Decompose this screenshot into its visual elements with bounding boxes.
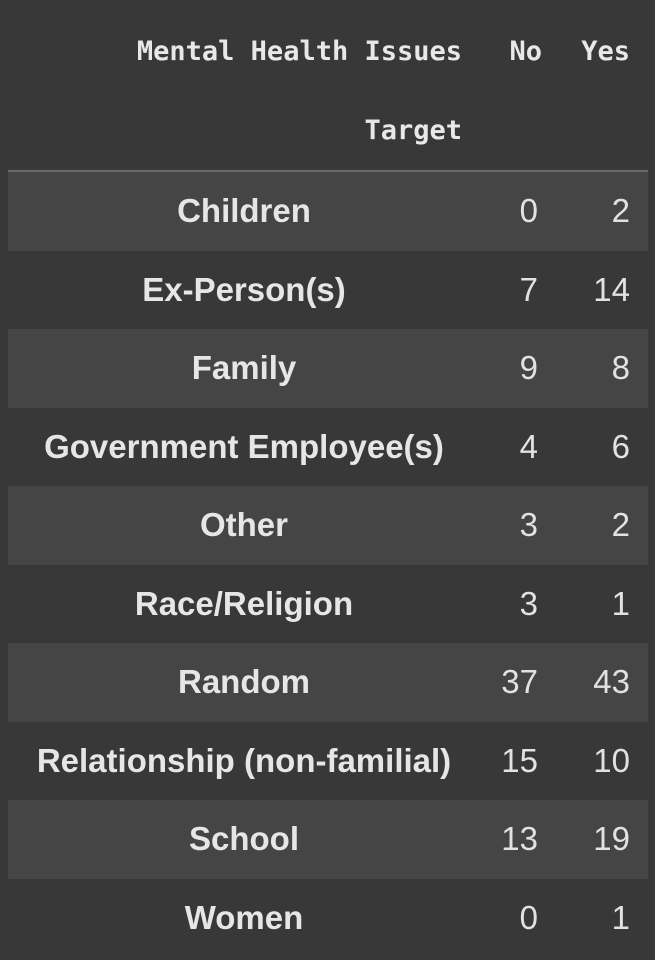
crosstab-table: Mental Health Issues No Yes Target Child… [8, 12, 648, 957]
cell-no-count: 4 [519, 427, 538, 465]
row-label: Relationship (non-familial) [36, 741, 452, 779]
row-label: Race/Religion [134, 584, 354, 622]
cell-yes-count: 8 [611, 349, 630, 386]
cell-yes-count: 1 [611, 898, 630, 936]
cell-yes-count: 14 [593, 270, 630, 308]
row-label: Government Employee(s) [44, 427, 444, 465]
column-header-yes: Yes [581, 36, 630, 67]
column-index-name: Mental Health Issues [136, 36, 462, 67]
cell-yes-count: 19 [593, 820, 630, 857]
cell-yes-count: 10 [593, 741, 630, 779]
header-row-columns: Mental Health Issues No Yes [8, 12, 648, 92]
cell-no-count: 7 [519, 270, 538, 308]
table-row: Random 37 43 [8, 643, 648, 722]
table-row: Relationship (non-familial) 15 10 [8, 722, 648, 801]
cell-no-count: 9 [519, 349, 538, 386]
row-label: School [188, 820, 299, 857]
table-body: Children 0 2 Ex-Person(s) 7 14 Family 9 8 Governm… [8, 172, 648, 957]
cell-no-count: 13 [501, 820, 538, 857]
cell-no-count: 0 [519, 192, 538, 229]
cell-no-count: 37 [501, 663, 538, 700]
cell-yes-count: 6 [611, 427, 630, 465]
table-row: Children 0 2 [8, 172, 648, 251]
column-header-no: No [509, 36, 542, 67]
cell-yes-count: 43 [593, 663, 630, 700]
cell-no-count: 15 [501, 741, 538, 779]
row-label: Random [178, 663, 310, 700]
cell-yes-count: 2 [611, 506, 630, 543]
table-row: Family 9 8 [8, 329, 648, 408]
cell-no-count: 3 [519, 584, 538, 622]
row-index-name: Target [364, 115, 462, 146]
cell-yes-count: 1 [611, 584, 630, 622]
cell-no-count: 3 [519, 506, 538, 543]
table-row: School 13 19 [8, 800, 648, 879]
table-row: Women 0 1 [8, 879, 648, 958]
cell-no-count: 0 [519, 898, 538, 936]
row-label: Other [199, 506, 288, 543]
row-label: Women [184, 898, 304, 936]
header-row-index: Target [8, 92, 648, 172]
table-row: Government Employee(s) 4 6 [8, 408, 648, 487]
table-row: Race/Religion 3 1 [8, 565, 648, 644]
row-label: Ex-Person(s) [142, 270, 346, 308]
row-label: Family [191, 349, 297, 386]
cell-yes-count: 2 [611, 192, 630, 229]
table-row: Ex-Person(s) 7 14 [8, 251, 648, 330]
table-row: Other 3 2 [8, 486, 648, 565]
row-label: Children [177, 192, 311, 229]
